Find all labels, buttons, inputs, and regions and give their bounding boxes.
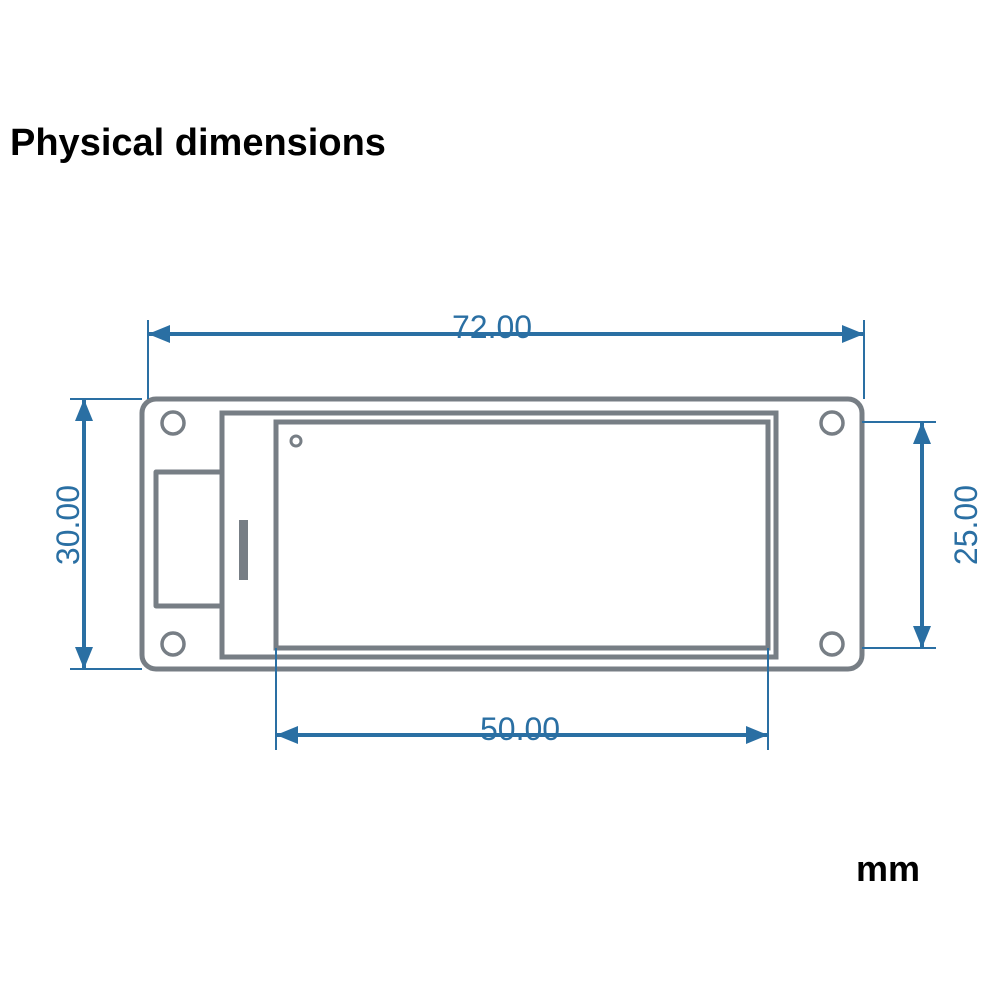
drawing-svg (0, 0, 1001, 1001)
diagram-canvas: Physical dimensions mm 72.00 30.00 50.00… (0, 0, 1001, 1001)
